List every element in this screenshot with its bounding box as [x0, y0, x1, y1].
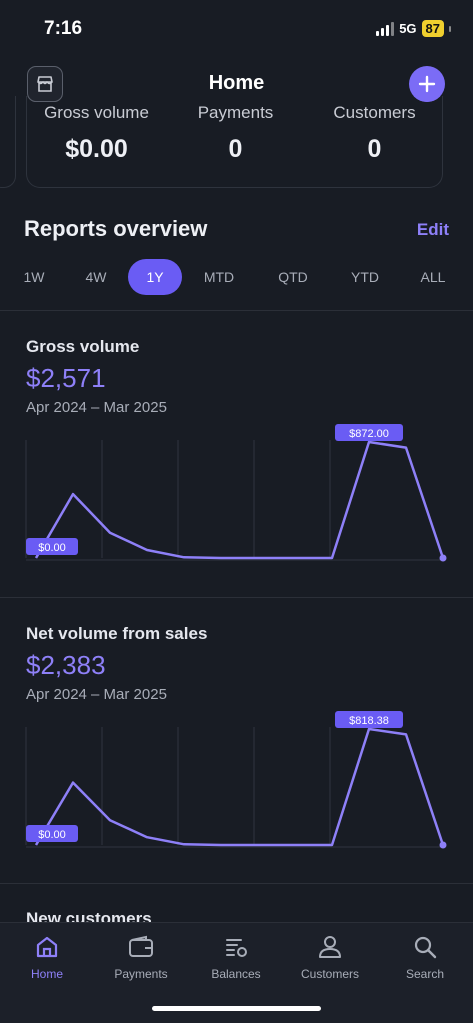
stat-payments: Payments 0	[166, 96, 305, 164]
metric-value: $2,383	[26, 650, 106, 680]
net-volume-chart[interactable]: $0.00 $818.38	[0, 707, 473, 857]
series-line	[34, 440, 445, 560]
header-backdrop	[0, 60, 473, 96]
person-icon	[319, 936, 341, 958]
header-overlay: Home	[0, 60, 473, 108]
metric-title[interactable]: Net volume from sales	[26, 624, 208, 643]
balances-icon	[226, 939, 247, 957]
start-label: $0.00	[38, 829, 66, 841]
peak-label: $872.00	[349, 428, 389, 440]
nav-customers[interactable]: Customers	[283, 931, 377, 981]
divider	[0, 310, 473, 311]
stats-card[interactable]: Gross volume $0.00 Payments 0 Customers …	[26, 96, 443, 188]
range-tab-1w[interactable]: 1W	[23, 269, 45, 285]
range-tab-1y[interactable]: 1Y	[128, 259, 182, 295]
stat-label: Customers	[333, 103, 416, 122]
nav-label: Home	[30, 967, 63, 981]
stat-value: $0.00	[65, 135, 128, 163]
stat-value: 0	[367, 135, 382, 163]
metric-date-range: Apr 2024 – Mar 2025	[26, 399, 167, 416]
peak-label: $818.38	[349, 715, 389, 727]
nav-label: Balances	[211, 967, 261, 981]
network-type: 5G	[399, 21, 417, 36]
nav-home[interactable]: Home	[0, 931, 94, 981]
search-icon	[414, 936, 437, 959]
range-tabs: 1W 4W 1Y MTD QTD YTD ALL	[0, 259, 473, 295]
reports-overview-title: Reports overview	[24, 216, 208, 241]
previous-card-edge	[0, 96, 16, 188]
range-tab-mtd[interactable]: MTD	[203, 269, 235, 285]
stat-gross-volume: Gross volume $0.00	[27, 96, 166, 164]
nav-search[interactable]: Search	[378, 931, 472, 981]
start-label-bg	[26, 825, 78, 842]
range-tab-4w[interactable]: 4W	[85, 269, 107, 285]
divider	[0, 883, 473, 884]
store-button[interactable]	[27, 66, 63, 102]
home-icon	[36, 936, 58, 958]
stat-label: Gross volume	[44, 103, 149, 122]
wallet-icon	[129, 935, 153, 957]
nav-label: Customers	[300, 967, 359, 981]
data-point	[439, 841, 447, 849]
status-indicators: 5G 87	[376, 20, 451, 37]
nav-balances[interactable]: Balances	[189, 931, 283, 981]
plus-icon	[418, 75, 436, 93]
series-line	[34, 727, 445, 847]
range-tab-ytd[interactable]: YTD	[351, 269, 379, 285]
metric-value: $2,571	[26, 363, 106, 393]
chart-svg: $0.00 $818.38	[25, 711, 447, 849]
start-label: $0.00	[38, 542, 66, 554]
home-indicator	[152, 1006, 321, 1011]
range-tab-all[interactable]: ALL	[420, 269, 446, 285]
battery-level: 87	[421, 20, 444, 37]
chart-svg: $0.00 $872.00	[25, 424, 447, 562]
divider	[0, 597, 473, 598]
nav-label: Payments	[114, 967, 168, 981]
edit-reports-link[interactable]: Edit	[416, 220, 449, 239]
peak-label-bg	[335, 424, 403, 441]
page-title: Home	[208, 72, 265, 94]
gross-volume-chart[interactable]: $0.00 $872.00	[0, 420, 473, 570]
stat-label: Payments	[197, 103, 274, 122]
signal-icon	[376, 21, 395, 36]
stat-value: 0	[228, 135, 243, 163]
status-bar: 7:16 5G 87	[0, 0, 473, 56]
add-button[interactable]	[409, 66, 445, 102]
nav-label: Search	[405, 967, 445, 981]
range-tab-qtd[interactable]: QTD	[278, 269, 308, 285]
stat-customers: Customers 0	[305, 96, 442, 164]
metric-date-range: Apr 2024 – Mar 2025	[26, 686, 167, 703]
store-icon	[37, 76, 53, 92]
start-label-bg	[26, 538, 78, 555]
battery-icon	[449, 25, 451, 32]
nav-payments[interactable]: Payments	[94, 931, 188, 981]
metric-title[interactable]: Gross volume	[26, 337, 140, 356]
status-time: 7:16	[44, 18, 83, 39]
peak-label-bg	[335, 711, 403, 728]
data-point	[439, 554, 447, 562]
